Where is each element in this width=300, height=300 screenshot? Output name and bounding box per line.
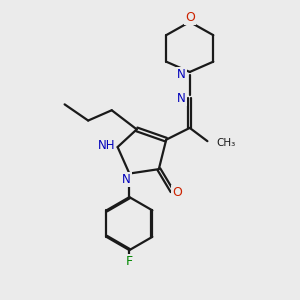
Text: NH: NH: [98, 139, 115, 152]
Text: O: O: [172, 186, 182, 199]
Text: O: O: [185, 11, 195, 24]
Text: N: N: [177, 68, 186, 81]
Text: F: F: [126, 255, 133, 268]
Text: N: N: [122, 173, 131, 186]
Text: CH₃: CH₃: [217, 138, 236, 148]
Text: N: N: [177, 92, 186, 105]
